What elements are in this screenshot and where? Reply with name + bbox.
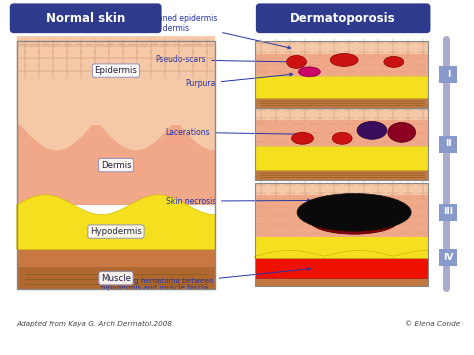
Bar bbox=[255, 170, 428, 180]
Bar bbox=[255, 108, 428, 120]
Text: Pseudo-scars: Pseudo-scars bbox=[155, 55, 291, 64]
Bar bbox=[439, 249, 457, 266]
Polygon shape bbox=[17, 36, 215, 150]
Bar bbox=[255, 146, 428, 170]
Text: © Elena Conde: © Elena Conde bbox=[405, 321, 460, 327]
Ellipse shape bbox=[287, 55, 307, 69]
Ellipse shape bbox=[297, 193, 411, 231]
Text: III: III bbox=[443, 207, 454, 216]
Bar bbox=[255, 76, 428, 98]
Text: I: I bbox=[447, 70, 450, 79]
Bar bbox=[439, 204, 457, 221]
Polygon shape bbox=[17, 195, 215, 250]
Bar bbox=[255, 108, 428, 180]
Text: Lacerations: Lacerations bbox=[165, 128, 306, 137]
Text: IV: IV bbox=[443, 253, 454, 262]
Text: Skin necrosis: Skin necrosis bbox=[165, 197, 310, 206]
Bar bbox=[17, 41, 215, 125]
FancyBboxPatch shape bbox=[256, 4, 430, 33]
Ellipse shape bbox=[357, 121, 387, 139]
Ellipse shape bbox=[330, 54, 358, 66]
Bar bbox=[255, 54, 428, 76]
Text: Normal skin: Normal skin bbox=[46, 12, 125, 25]
Text: Adapted from Kaya G. Arch Dermatol.2008: Adapted from Kaya G. Arch Dermatol.2008 bbox=[17, 321, 173, 327]
Bar bbox=[255, 98, 428, 108]
Bar bbox=[17, 250, 215, 267]
Bar bbox=[255, 278, 428, 286]
Ellipse shape bbox=[384, 56, 404, 67]
Ellipse shape bbox=[388, 122, 416, 142]
Ellipse shape bbox=[332, 132, 352, 144]
Bar bbox=[17, 41, 215, 289]
Text: II: II bbox=[445, 139, 452, 148]
Bar bbox=[255, 183, 428, 195]
Bar bbox=[255, 41, 428, 54]
Bar bbox=[255, 41, 428, 108]
Text: Hypodermis: Hypodermis bbox=[90, 227, 142, 236]
Bar bbox=[439, 136, 457, 153]
Text: Epidermis: Epidermis bbox=[94, 66, 137, 75]
Bar bbox=[255, 236, 428, 258]
Ellipse shape bbox=[310, 206, 399, 234]
Polygon shape bbox=[255, 250, 428, 258]
Bar bbox=[17, 267, 215, 289]
Text: Purpura: Purpura bbox=[185, 73, 292, 88]
Bar bbox=[255, 183, 428, 286]
Text: Thinned epidermis
and dermis: Thinned epidermis and dermis bbox=[146, 13, 291, 49]
Text: Dermatoporosis: Dermatoporosis bbox=[291, 12, 396, 25]
Bar bbox=[255, 195, 428, 236]
Bar bbox=[255, 258, 428, 278]
Bar bbox=[439, 66, 457, 83]
Bar bbox=[17, 125, 215, 205]
Bar bbox=[255, 120, 428, 146]
Text: Dissecting hematoma between
hipodermis and muscle fascia: Dissecting hematoma between hipodermis a… bbox=[101, 268, 310, 291]
FancyBboxPatch shape bbox=[10, 4, 162, 33]
Text: Muscle: Muscle bbox=[101, 274, 131, 283]
Ellipse shape bbox=[299, 67, 320, 77]
Text: Dermis: Dermis bbox=[100, 160, 131, 170]
Ellipse shape bbox=[292, 132, 313, 144]
